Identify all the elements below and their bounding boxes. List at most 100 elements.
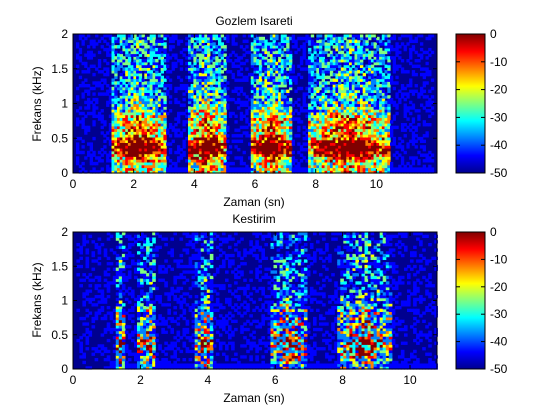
spectrogram-cell (278, 92, 282, 96)
spectrogram-cell (196, 134, 200, 138)
spectrogram-cell (231, 134, 235, 138)
spectrogram-cell (198, 56, 203, 60)
spectrogram-cell (256, 120, 260, 124)
spectrogram-cell (338, 170, 342, 174)
spectrogram-cell (299, 148, 304, 152)
spectrogram-cell (319, 53, 323, 57)
spectrogram-cell (226, 97, 230, 102)
spectrogram-cell (121, 360, 126, 365)
spectrogram-cell (112, 349, 117, 354)
spectrogram-cell (360, 125, 364, 130)
spectrogram-cell (157, 150, 162, 155)
spectrogram-cell (103, 72, 107, 77)
spectrogram-cell (360, 120, 364, 124)
spectrogram-cell (201, 109, 205, 113)
spectrogram-cell (133, 131, 137, 135)
spectrogram-cell (351, 159, 356, 163)
spectrogram-cell (155, 111, 159, 116)
spectrogram-cell (316, 167, 320, 171)
spectrogram-cell (406, 170, 410, 174)
spectrogram-cell (305, 167, 309, 171)
spectrogram-cell (212, 78, 216, 82)
spectrogram-cell (209, 161, 214, 166)
spectrogram-cell (332, 164, 336, 169)
spectrogram-cell (387, 39, 391, 43)
spectrogram-cell (122, 120, 126, 124)
spectrogram-cell (428, 53, 432, 57)
spectrogram-cell (245, 134, 249, 138)
spectrogram-cell (327, 120, 331, 124)
spectrogram-cell (231, 50, 235, 55)
spectrogram-cell (267, 148, 271, 152)
spectrogram-cell (272, 114, 276, 118)
spectrogram-cell (127, 314, 132, 318)
spectrogram-cell (122, 131, 126, 135)
spectrogram-cell (261, 47, 265, 52)
spectrogram-cell (343, 142, 347, 146)
spectrogram-cell (155, 153, 159, 157)
spectrogram-cell (177, 134, 181, 138)
spectrogram-cell (362, 159, 366, 163)
spectrogram-cell (302, 56, 306, 60)
spectrogram-cell (78, 47, 83, 52)
spectrogram-cell (114, 120, 118, 124)
spectrogram-cell (346, 78, 350, 82)
spectrogram-cell (223, 97, 227, 102)
spectrogram-cell (283, 59, 287, 63)
spectrogram-cell (114, 67, 118, 71)
spectrogram-cell (118, 333, 123, 337)
spectrogram-cell (212, 45, 216, 49)
spectrogram-cell (190, 84, 194, 88)
spectrogram-cell (346, 92, 350, 96)
spectrogram-cell (253, 148, 257, 152)
spectrogram-cell (114, 170, 118, 174)
spectrogram-cell (332, 64, 336, 68)
spectrogram-cell (122, 70, 126, 74)
spectrogram-cell (283, 142, 287, 146)
spectrogram-cell (346, 148, 350, 152)
spectrogram-cell (370, 148, 375, 152)
spectrogram-cell (163, 170, 167, 174)
spectrogram-cell (89, 145, 93, 149)
spectrogram-cell (381, 148, 386, 152)
spectrogram-cell (212, 56, 216, 60)
spectrogram-cell (144, 170, 148, 174)
spectrogram-cell (256, 42, 260, 46)
spectrogram-cell (258, 84, 263, 88)
spectrogram-cell (122, 148, 126, 152)
spectrogram-cell (403, 103, 407, 107)
spectrogram-cell (141, 156, 145, 160)
spectrogram-cell (106, 103, 110, 107)
spectrogram-cell (157, 167, 162, 171)
spectrogram-cell (321, 117, 325, 121)
spectrogram-cell (174, 100, 178, 105)
y-tick-label: 1.5 (51, 62, 68, 76)
spectrogram-cell (250, 128, 255, 132)
spectrogram-cell (387, 109, 391, 113)
spectrogram-cell (349, 134, 353, 138)
spectrogram-cell (127, 56, 132, 60)
spectrogram-cell (261, 148, 265, 152)
spectrogram-cell (291, 167, 295, 171)
spectrogram-cell (223, 84, 227, 88)
spectrogram-cell (130, 92, 134, 96)
spectrogram-cell (121, 358, 126, 362)
spectrogram-cell (354, 45, 358, 49)
spectrogram-cell (343, 123, 347, 127)
spectrogram-cell (141, 123, 145, 127)
spectrogram-cell (138, 125, 143, 130)
spectrogram-cell (198, 45, 203, 49)
spectrogram-cell (141, 81, 145, 85)
spectrogram-cell (85, 262, 90, 266)
spectrogram-cell (144, 164, 148, 169)
spectrogram-cell (87, 84, 91, 88)
spectrogram-cell (264, 56, 268, 60)
spectrogram-cell (160, 56, 164, 60)
spectrogram-cell (269, 75, 274, 80)
spectrogram-cell (100, 316, 105, 321)
spectrogram-cell (360, 50, 364, 55)
spectrogram-cell (414, 156, 418, 160)
spectrogram-cell (335, 131, 339, 135)
spectrogram-cell (115, 366, 120, 370)
spectrogram-cell (313, 86, 317, 91)
